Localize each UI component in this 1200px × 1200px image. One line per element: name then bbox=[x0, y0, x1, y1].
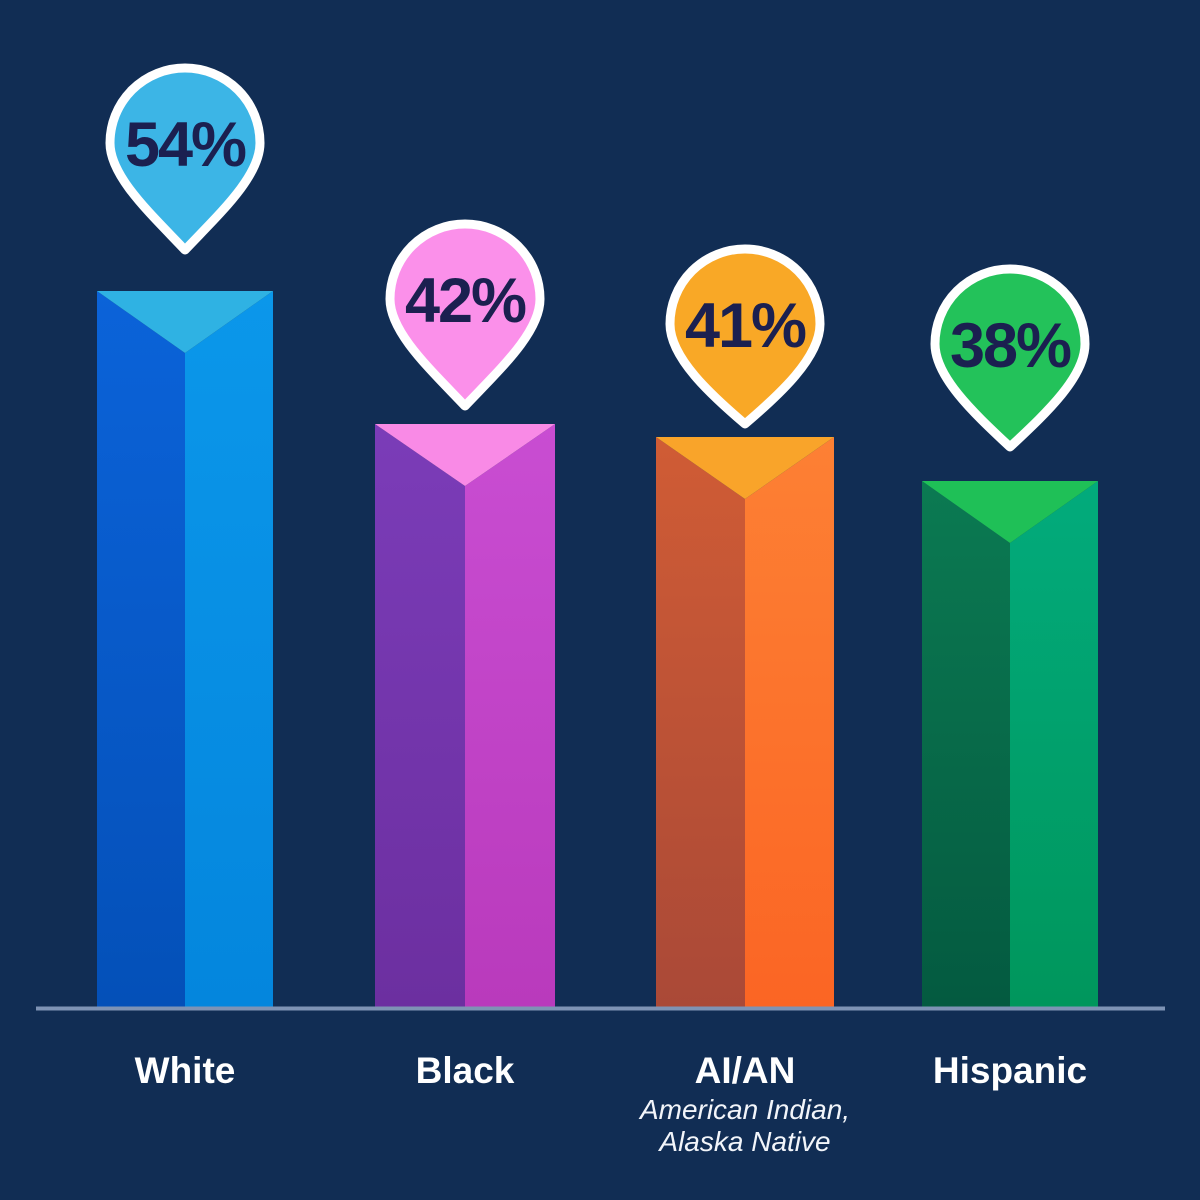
category-label-ai-an: AI/AN bbox=[695, 1050, 796, 1091]
bar-left-face bbox=[656, 437, 745, 1008]
bar-group-hispanic: 38% Hispanic bbox=[922, 264, 1098, 1091]
value-label: 42% bbox=[405, 266, 526, 336]
value-label: 54% bbox=[125, 110, 246, 180]
value-label: 38% bbox=[950, 311, 1071, 381]
x-axis-line bbox=[36, 1006, 1165, 1011]
bar-group-white: 54% White bbox=[97, 63, 273, 1091]
category-label-white: White bbox=[135, 1050, 236, 1091]
category-label-hispanic: Hispanic bbox=[933, 1050, 1087, 1091]
bar-left-face bbox=[922, 481, 1010, 1008]
bar-group-black: 42% Black bbox=[375, 219, 555, 1091]
bar-top-face bbox=[97, 291, 273, 353]
value-label: 41% bbox=[685, 291, 806, 361]
category-sublabel-ai-an: Alaska Native bbox=[657, 1126, 830, 1157]
value-pin bbox=[665, 244, 825, 429]
value-pin bbox=[105, 63, 265, 255]
bar-left-face bbox=[375, 424, 465, 1008]
category-sublabel-ai-an: American Indian, bbox=[638, 1094, 850, 1125]
bar-right-face bbox=[1010, 481, 1098, 1008]
value-pin bbox=[385, 219, 545, 411]
category-label-black: Black bbox=[416, 1050, 515, 1091]
bar-top-face bbox=[922, 481, 1098, 543]
value-pin bbox=[930, 264, 1090, 452]
bar-right-face bbox=[465, 424, 555, 1008]
bar-top-face bbox=[656, 437, 834, 499]
bar-left-face bbox=[97, 291, 185, 1008]
bar-top-face bbox=[375, 424, 555, 486]
bar-right-face bbox=[745, 437, 834, 1008]
bar-right-face bbox=[185, 291, 273, 1008]
